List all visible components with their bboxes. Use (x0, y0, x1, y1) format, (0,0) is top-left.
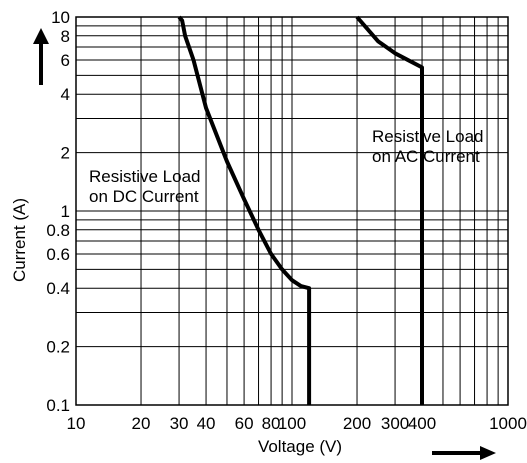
ac-current-label: Resistive Load on AC Current (372, 127, 484, 166)
y-tick-label: 8 (61, 27, 70, 46)
x-tick-label: 80 (262, 414, 281, 433)
y-tick-label: 1 (61, 202, 70, 221)
ac-current-label-line: Resistive Load (372, 127, 484, 146)
x-axis-title: Voltage (V) (258, 437, 342, 456)
dc-current-label-line: on DC Current (89, 187, 199, 206)
x-tick-label: 1000 (489, 414, 527, 433)
x-tick-label: 30 (170, 414, 189, 433)
y-tick-label: 6 (61, 51, 70, 70)
y-tick-label: 0.8 (46, 221, 70, 240)
y-tick-label: 0.2 (46, 338, 70, 357)
x-tick-label: 400 (408, 414, 436, 433)
dc-current-label: Resistive Load on DC Current (89, 167, 201, 206)
y-tick-label: 0.4 (46, 279, 70, 298)
y-tick-label: 2 (61, 144, 70, 163)
plot-frame (75, 16, 509, 406)
series-lines (177, 15, 424, 405)
ac-current-label-line: on AC Current (372, 147, 480, 166)
x-tick-label: 40 (197, 414, 216, 433)
x-tick-label: 20 (132, 414, 151, 433)
y-axis-arrow-icon (33, 28, 49, 85)
y-tick-label: 10 (51, 8, 70, 27)
y-tick-labels: 0.1 0.2 0.4 0.6 0.81 2 4 6 810 (46, 8, 70, 415)
grid (75, 16, 509, 406)
dc-current-curve (177, 15, 312, 405)
y-axis-title: Current (A) (10, 198, 29, 282)
y-tick-label: 0.6 (46, 245, 70, 264)
y-tick-label: 0.1 (46, 396, 70, 415)
plot-border (75, 16, 509, 406)
dc-current-label-line: Resistive Load (89, 167, 201, 186)
ac-current-curve (355, 15, 424, 405)
y-tick-label: 4 (61, 85, 70, 104)
x-tick-label: 10 (67, 414, 86, 433)
x-tick-label: 100 (278, 414, 306, 433)
x-tick-label: 200 (343, 414, 371, 433)
x-tick-label: 60 (235, 414, 254, 433)
x-tick-label: 300 (381, 414, 409, 433)
x-axis-arrow-icon (432, 446, 496, 460)
